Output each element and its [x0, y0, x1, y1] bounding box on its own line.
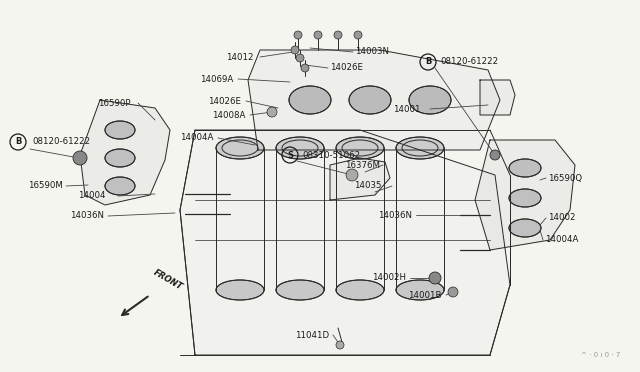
Text: 14012: 14012 [226, 52, 253, 61]
Text: 14003N: 14003N [355, 48, 389, 57]
Circle shape [294, 31, 302, 39]
Text: 14035: 14035 [354, 182, 381, 190]
Circle shape [429, 272, 441, 284]
Ellipse shape [289, 86, 331, 114]
Text: 08120-61222: 08120-61222 [440, 58, 498, 67]
Text: 14026E: 14026E [208, 96, 241, 106]
Text: 14036N: 14036N [378, 211, 412, 219]
Circle shape [301, 64, 309, 72]
Polygon shape [248, 50, 500, 150]
Text: 16590P: 16590P [98, 99, 131, 108]
Polygon shape [480, 80, 515, 115]
Text: 16590Q: 16590Q [548, 173, 582, 183]
Text: 11041D: 11041D [295, 330, 329, 340]
Circle shape [334, 31, 342, 39]
Text: 14001: 14001 [393, 105, 420, 113]
Polygon shape [330, 158, 390, 200]
Circle shape [314, 31, 322, 39]
Ellipse shape [216, 280, 264, 300]
Text: 16376M: 16376M [345, 160, 380, 170]
Text: 14036N: 14036N [70, 212, 104, 221]
Ellipse shape [336, 280, 384, 300]
Ellipse shape [349, 86, 391, 114]
Text: 14069A: 14069A [200, 74, 233, 83]
Ellipse shape [409, 86, 451, 114]
Text: 16590M: 16590M [28, 182, 63, 190]
Ellipse shape [509, 159, 541, 177]
Ellipse shape [216, 137, 264, 159]
Ellipse shape [105, 177, 135, 195]
Text: ^ · 0 ı 0 · 7: ^ · 0 ı 0 · 7 [580, 352, 620, 358]
Ellipse shape [336, 137, 384, 159]
Polygon shape [180, 130, 510, 355]
Polygon shape [80, 100, 170, 205]
Text: 08120-61222: 08120-61222 [32, 138, 90, 147]
Circle shape [448, 287, 458, 297]
Ellipse shape [105, 149, 135, 167]
Text: S: S [287, 151, 293, 160]
Circle shape [336, 341, 344, 349]
Ellipse shape [105, 121, 135, 139]
Text: 14004A: 14004A [545, 235, 579, 244]
Polygon shape [475, 140, 575, 250]
Ellipse shape [396, 280, 444, 300]
Text: B: B [15, 138, 21, 147]
Circle shape [490, 150, 500, 160]
Circle shape [291, 46, 299, 54]
Text: 14008A: 14008A [212, 110, 245, 119]
Circle shape [354, 31, 362, 39]
Ellipse shape [509, 219, 541, 237]
Text: 14001B: 14001B [408, 291, 442, 299]
Text: FRONT: FRONT [152, 268, 184, 292]
Text: 14002H: 14002H [372, 273, 406, 282]
Text: 14002: 14002 [548, 214, 575, 222]
Circle shape [346, 169, 358, 181]
Ellipse shape [276, 137, 324, 159]
Ellipse shape [509, 189, 541, 207]
Circle shape [73, 151, 87, 165]
Text: 14004: 14004 [78, 192, 106, 201]
Ellipse shape [396, 137, 444, 159]
Circle shape [267, 107, 277, 117]
Text: 08310-51062: 08310-51062 [302, 151, 360, 160]
Text: 14026E: 14026E [330, 64, 363, 73]
Text: B: B [425, 58, 431, 67]
Ellipse shape [276, 280, 324, 300]
Text: 14004A: 14004A [180, 134, 213, 142]
Circle shape [296, 54, 304, 62]
